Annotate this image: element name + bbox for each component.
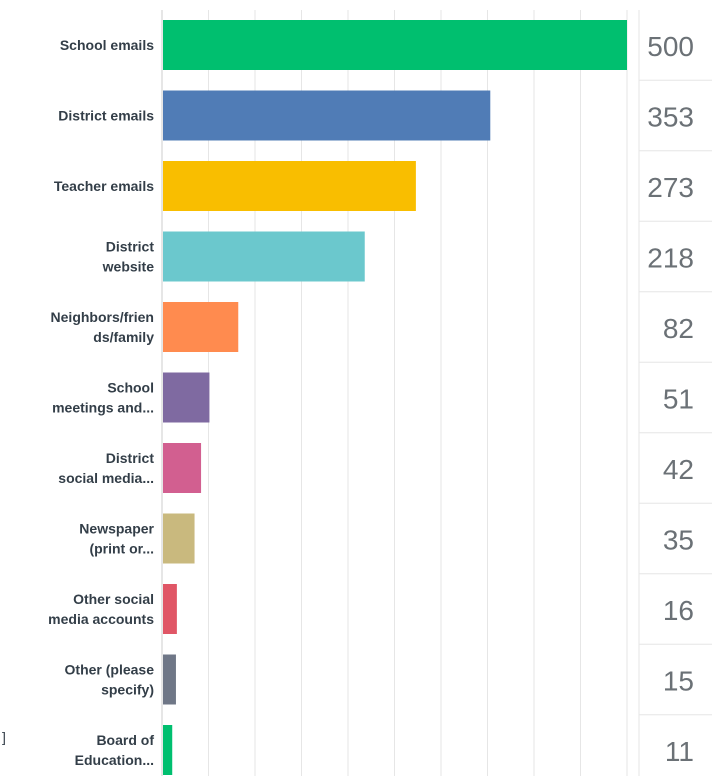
- category-label-7: Newspaper (print or...: [79, 521, 154, 557]
- bar-8: [163, 584, 177, 634]
- category-label-3: District website: [102, 239, 155, 275]
- category-label-5: School meetings and...: [52, 380, 154, 416]
- category-label-1: District emails: [58, 108, 154, 124]
- value-label-6: 42: [663, 454, 694, 485]
- bar-4: [163, 302, 239, 352]
- value-label-5: 51: [663, 384, 694, 415]
- category-label-9: Other (please specify): [65, 662, 155, 698]
- bar-2: [163, 161, 416, 211]
- value-label-10: 11: [665, 736, 694, 767]
- bar-1: [163, 90, 491, 141]
- bar-0: [163, 20, 627, 70]
- value-label-2: 273: [647, 172, 694, 203]
- category-label-4: Neighbors/frien ds/family: [51, 309, 155, 345]
- value-label-1: 353: [647, 102, 694, 133]
- value-label-8: 16: [663, 595, 694, 626]
- value-label-4: 82: [663, 313, 694, 344]
- category-label-10: Board of Education...: [75, 732, 155, 768]
- category-label-8: Other social media accounts: [48, 591, 154, 627]
- value-label-7: 35: [663, 525, 694, 556]
- category-label-0: School emails: [60, 37, 154, 53]
- bar-5: [163, 372, 210, 423]
- value-labels: 500 353 273 218 82 51 42 35 16 15 11: [647, 31, 694, 767]
- bar-6: [163, 443, 202, 493]
- value-label-9: 15: [663, 666, 694, 697]
- bar-3: [163, 231, 365, 282]
- category-label-6: District social media...: [58, 450, 154, 486]
- bar-7: [163, 513, 195, 564]
- stray-bracket-mark: ]: [2, 729, 6, 745]
- category-label-2: Teacher emails: [54, 178, 154, 194]
- bar-10: [163, 725, 173, 775]
- bars: [163, 20, 627, 775]
- category-labels: School emails District emails Teacher emai…: [48, 37, 154, 768]
- bar-9: [163, 654, 176, 705]
- value-label-3: 218: [647, 243, 694, 274]
- value-label-0: 500: [647, 31, 694, 62]
